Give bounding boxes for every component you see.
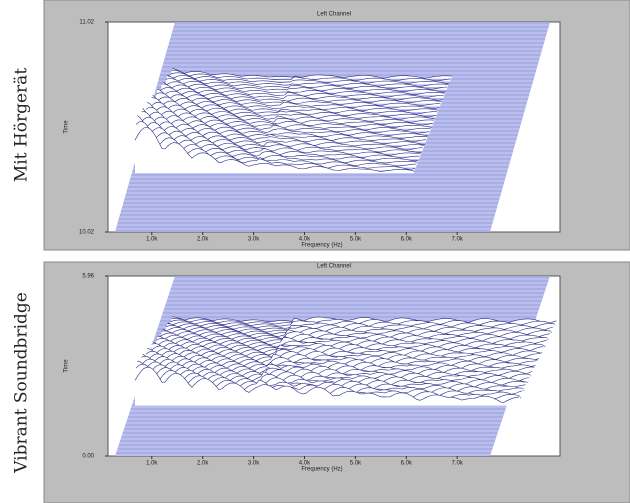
trace-fill [143, 113, 423, 151]
trace [134, 366, 520, 403]
trace [160, 87, 440, 110]
trace [167, 322, 553, 334]
trace-fill [153, 98, 433, 126]
x-tick-label: 7.0k [452, 461, 464, 467]
x-tick-label: 7.0k [452, 237, 464, 243]
trace-fill [158, 89, 438, 115]
trace [138, 116, 418, 164]
trace [163, 83, 443, 101]
y-tick-label: 11.02 [79, 20, 94, 26]
trace [159, 334, 544, 352]
x-tick-label: 6.0k [401, 237, 413, 243]
trace [165, 325, 550, 338]
trace [139, 122, 419, 162]
x-tick-label: 4.0k [299, 237, 311, 243]
trace [165, 78, 445, 96]
trace [161, 83, 441, 107]
trace [142, 108, 422, 154]
trace [164, 327, 549, 341]
x-tick-label: 1.0k [146, 237, 158, 243]
row-label: Vibrant Soundbridge [12, 292, 32, 474]
trace [147, 102, 428, 140]
x-tick-label: 5.0k [350, 237, 362, 243]
trace [156, 335, 542, 357]
trace [146, 101, 427, 142]
x-tick-label: 3.0k [248, 461, 260, 467]
trace [153, 98, 433, 126]
trace [140, 358, 525, 391]
trace [134, 127, 415, 172]
trace [152, 94, 432, 129]
y-tick-label: 10.02 [79, 230, 95, 236]
trace [156, 88, 437, 118]
trace [164, 81, 444, 98]
trace [167, 74, 448, 90]
trace [144, 111, 424, 148]
x-tick-label: 2.0k [197, 461, 209, 467]
trace [162, 81, 442, 104]
x-axis-label: Frequency (Hz) [301, 243, 342, 249]
trace [149, 106, 429, 137]
y-axis-label: Time [64, 359, 70, 373]
x-tick-label: 5.0k [350, 461, 362, 467]
trace-fill [163, 83, 443, 101]
trace [171, 69, 451, 82]
x-tick-label: 1.0k [146, 461, 158, 467]
chart-title: Left Channel [317, 264, 351, 270]
trace [151, 343, 536, 368]
trace [170, 72, 450, 85]
trace-fill [168, 75, 447, 90]
y-tick-label: 0.00 [82, 454, 94, 460]
trace [172, 316, 557, 325]
x-tick-label: 2.0k [197, 237, 209, 243]
trace [158, 90, 439, 112]
x-tick-label: 6.0k [401, 461, 413, 467]
trace [171, 317, 556, 327]
trace-fill [135, 127, 414, 174]
trace-fill [138, 116, 418, 165]
trace [141, 355, 526, 389]
x-tick-label: 3.0k [248, 237, 260, 243]
trace-fill [148, 102, 428, 140]
y-tick-label: 5.96 [82, 274, 94, 280]
trace [168, 321, 554, 331]
trace [168, 75, 449, 87]
chart-title: Left Channel [317, 12, 351, 18]
trace-fill [169, 75, 449, 88]
trace-fill [135, 367, 519, 406]
x-axis-label: Frequency (Hz) [301, 467, 342, 473]
trace [161, 330, 546, 347]
trace [154, 340, 539, 361]
trace [154, 96, 434, 123]
trace [144, 353, 529, 382]
row-label: Mit Hörgerät [12, 68, 32, 182]
x-tick-label: 4.0k [299, 461, 311, 467]
trace [166, 75, 446, 93]
trace [172, 68, 452, 79]
trace [157, 88, 438, 115]
y-axis-label: Time [64, 120, 70, 134]
